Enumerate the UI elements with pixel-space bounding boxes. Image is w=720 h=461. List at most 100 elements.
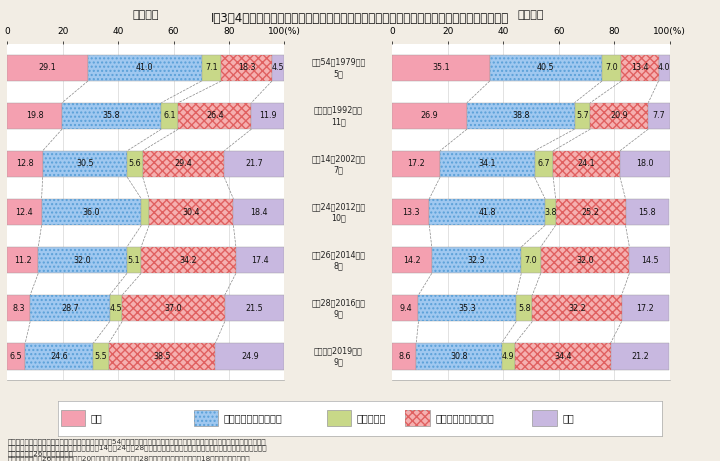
Bar (272, 54, 284, 81)
Text: 5.7: 5.7 (576, 112, 589, 120)
Bar (224, 151, 284, 177)
Text: ＜女性＞: ＜女性＞ (132, 10, 159, 20)
Bar (88, 54, 202, 81)
Bar (179, 103, 251, 129)
Text: 35.8: 35.8 (103, 112, 120, 120)
Bar (149, 199, 233, 225)
Bar (392, 151, 440, 177)
Text: 29.4: 29.4 (175, 160, 192, 168)
Text: 平成24（2012）年
10月: 平成24（2012）年 10月 (311, 202, 366, 222)
Text: 15.8: 15.8 (639, 207, 656, 217)
Bar (161, 103, 179, 129)
Bar (127, 247, 141, 273)
Bar (541, 247, 629, 273)
Bar (602, 54, 621, 81)
Text: 36.0: 36.0 (83, 207, 100, 217)
Text: ２．平成26年以前の調査は20歳以上の者が対象。平成28年及び令和元年の調査は，18歳以上の者が対象。: ２．平成26年以前の調査は20歳以上の者が対象。平成28年及び令和元年の調査は，… (7, 455, 250, 461)
Bar (621, 54, 659, 81)
Bar (122, 295, 225, 321)
Text: 18.0: 18.0 (636, 160, 654, 168)
Text: 32.0: 32.0 (576, 256, 594, 265)
Text: 5.5: 5.5 (94, 352, 107, 361)
Bar (30, 295, 109, 321)
Text: 35.1: 35.1 (432, 63, 450, 72)
Text: 24.6: 24.6 (50, 352, 68, 361)
Text: 令和元（2019）年
9月: 令和元（2019）年 9月 (314, 346, 363, 366)
Text: 7.1: 7.1 (205, 63, 217, 72)
Bar (221, 54, 272, 81)
Bar (143, 151, 224, 177)
Text: 5.1: 5.1 (127, 256, 140, 265)
Bar (233, 199, 284, 225)
Bar (553, 151, 620, 177)
Text: 4.9: 4.9 (502, 352, 515, 361)
Bar (429, 199, 545, 225)
Bar (392, 247, 432, 273)
Bar (516, 343, 611, 370)
Text: 14.5: 14.5 (641, 256, 658, 265)
Text: 32.0: 32.0 (73, 256, 91, 265)
Bar (42, 199, 141, 225)
Text: 26.9: 26.9 (420, 112, 438, 120)
Bar (418, 295, 516, 321)
Bar (88, 54, 202, 81)
Bar (149, 199, 233, 225)
Text: 6.5: 6.5 (10, 352, 22, 361)
Bar (405, 410, 430, 426)
Text: 5.8: 5.8 (518, 304, 531, 313)
Text: わからない: わからない (357, 414, 387, 423)
Text: 12.4: 12.4 (16, 207, 33, 217)
Text: 17.2: 17.2 (408, 160, 425, 168)
Bar (502, 343, 516, 370)
Text: 7.0: 7.0 (606, 63, 618, 72)
Bar (405, 410, 430, 426)
Bar (221, 54, 272, 81)
Text: 平成14（2002）年
7月: 平成14（2002）年 7月 (312, 154, 366, 174)
Bar (516, 295, 532, 321)
Bar (429, 199, 545, 225)
Bar (225, 295, 284, 321)
Bar (109, 343, 215, 370)
Bar (392, 295, 418, 321)
Text: 21.7: 21.7 (246, 160, 264, 168)
Bar (215, 343, 284, 370)
Bar (392, 199, 429, 225)
Text: 19.8: 19.8 (26, 112, 43, 120)
Text: 8.3: 8.3 (12, 304, 25, 313)
Bar (392, 103, 467, 129)
Bar (590, 103, 648, 129)
Text: 反対: 反対 (562, 414, 575, 423)
Bar (60, 410, 85, 426)
Bar (7, 54, 88, 81)
Bar (659, 54, 670, 81)
Bar (62, 103, 161, 129)
Bar (416, 343, 502, 370)
Bar (590, 103, 648, 129)
Text: 26.4: 26.4 (206, 112, 224, 120)
Bar (179, 103, 251, 129)
Bar (7, 151, 42, 177)
Text: 4.0: 4.0 (658, 63, 670, 72)
Text: 41.0: 41.0 (136, 63, 153, 72)
Text: 18.4: 18.4 (250, 207, 268, 217)
Text: 14.2: 14.2 (403, 256, 421, 265)
Bar (648, 103, 670, 129)
Text: 30.8: 30.8 (450, 352, 468, 361)
Text: 4.5: 4.5 (272, 63, 284, 72)
Bar (532, 295, 621, 321)
Bar (556, 199, 626, 225)
Bar (109, 343, 215, 370)
Bar (620, 151, 670, 177)
Text: 25.2: 25.2 (582, 207, 600, 217)
Bar (621, 295, 670, 321)
Text: 平成28（2016）年
9月: 平成28（2016）年 9月 (312, 298, 366, 318)
Text: 6.1: 6.1 (163, 112, 176, 120)
Bar (516, 343, 611, 370)
Bar (327, 410, 351, 426)
Bar (236, 247, 284, 273)
Bar (7, 295, 30, 321)
Bar (535, 151, 553, 177)
Text: 29.1: 29.1 (39, 63, 56, 72)
Bar (272, 54, 284, 81)
Text: 平成26（2014）年
8月: 平成26（2014）年 8月 (312, 250, 366, 270)
